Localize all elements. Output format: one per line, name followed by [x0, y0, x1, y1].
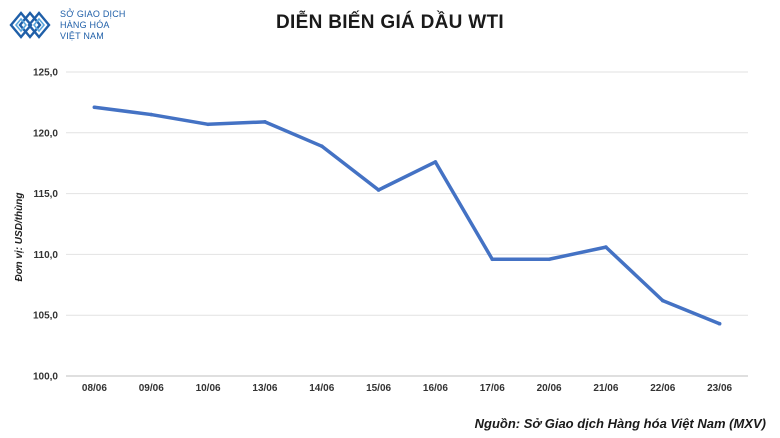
x-tick-label: 21/06 — [593, 383, 618, 394]
data-point — [660, 298, 665, 303]
data-point — [604, 245, 608, 249]
x-tick-label: 08/06 — [82, 383, 107, 394]
x-tick-label: 17/06 — [480, 383, 505, 394]
y-tick-label: 115,0 — [34, 189, 59, 200]
y-tick-label: 110,0 — [34, 250, 59, 261]
y-tick-label: 125,0 — [33, 68, 58, 79]
gridlines — [66, 71, 748, 377]
y-axis-ticks: 100,0 105,0 110,0 115,0 120,0 125,0 — [33, 68, 58, 383]
x-tick-label: 14/06 — [309, 383, 334, 394]
series-layer — [92, 105, 722, 326]
y-axis-label: Đơn vị: USD/thùng — [14, 193, 25, 282]
data-point — [263, 120, 267, 124]
x-axis-ticks: 08/06 09/06 10/06 13/06 14/06 15/06 16/06 17/06… — [82, 383, 733, 394]
data-point — [547, 257, 551, 262]
data-point — [717, 321, 722, 326]
data-point — [149, 112, 154, 117]
data-point — [206, 122, 210, 127]
brand-line-2: HÀNG HÓA — [60, 20, 110, 30]
data-point — [490, 257, 495, 262]
data-point — [319, 144, 324, 148]
x-tick-label: 16/06 — [423, 383, 448, 394]
brand-logo-mark — [9, 11, 51, 39]
data-point — [376, 188, 381, 192]
x-tick-label: 23/06 — [707, 383, 732, 394]
brand-logo: SỞ GIAO DỊCH HÀNG HÓA VIỆT NAM — [8, 6, 178, 46]
x-tick-label: 15/06 — [366, 383, 391, 394]
x-tick-label: 13/06 — [252, 383, 277, 394]
brand-name: SỞ GIAO DỊCH HÀNG HÓA VIỆT NAM — [60, 9, 126, 42]
brand-line-3: VIỆT NAM — [60, 31, 104, 41]
x-tick-label: 10/06 — [196, 383, 221, 394]
series-line — [92, 105, 722, 326]
y-tick-label: 105,0 — [33, 311, 58, 322]
y-tick-label: 100,0 — [33, 372, 58, 383]
x-tick-label: 09/06 — [139, 383, 164, 394]
x-tick-label: 22/06 — [650, 383, 675, 394]
y-tick-label: 120,0 — [33, 128, 58, 139]
chart-title: DIỄN BIẾN GIÁ DẦU WTI — [276, 12, 504, 33]
source-note: Nguồn: Sở Giao dịch Hàng hóa Việt Nam (M… — [474, 416, 766, 431]
data-point — [433, 160, 438, 164]
brand-line-1: SỞ GIAO DỊCH — [60, 9, 126, 19]
data-point — [92, 105, 97, 110]
x-tick-label: 20/06 — [537, 383, 562, 394]
